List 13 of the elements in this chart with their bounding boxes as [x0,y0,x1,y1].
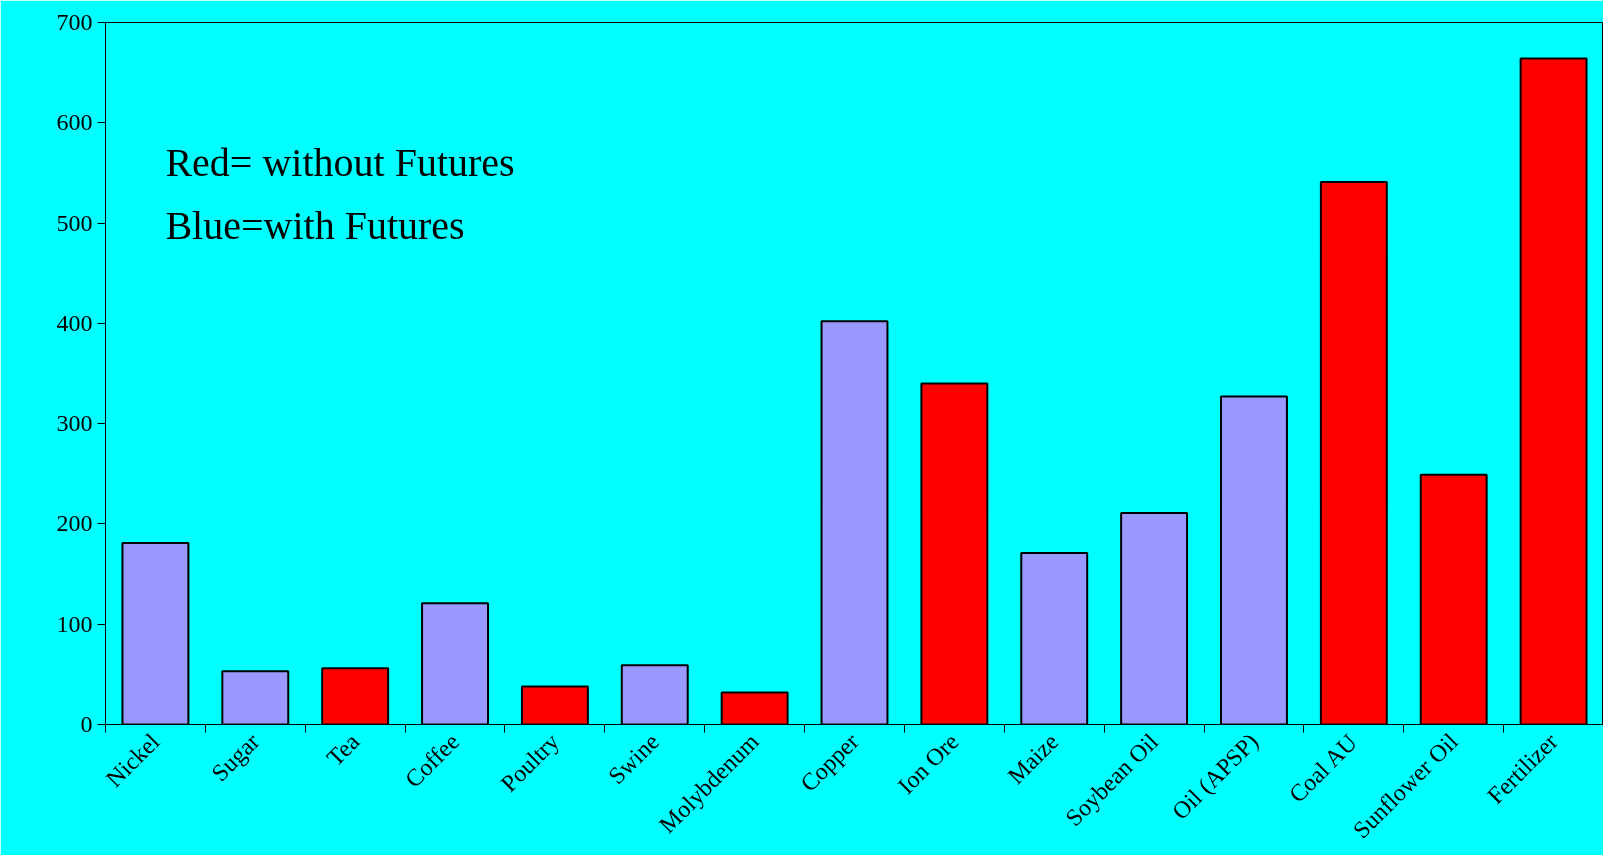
x-tick-label: Tea [321,728,365,771]
y-tick-label: 200 [56,510,93,537]
y-tick-label: 300 [56,410,93,437]
annotation: Blue=with Futures [165,202,465,248]
x-tick-label: Coal AU [1283,729,1363,808]
y-tick-label: 100 [56,610,93,637]
x-tick-label: Ion Ore [892,728,964,799]
y-tick-label: 400 [56,309,93,336]
annotation: Red= without Futures [165,140,515,186]
y-tick-label: 700 [56,9,93,35]
y-tick-label: 500 [56,209,93,236]
y-tick-label: 0 [80,711,93,737]
y-tick-label: 600 [56,109,93,136]
